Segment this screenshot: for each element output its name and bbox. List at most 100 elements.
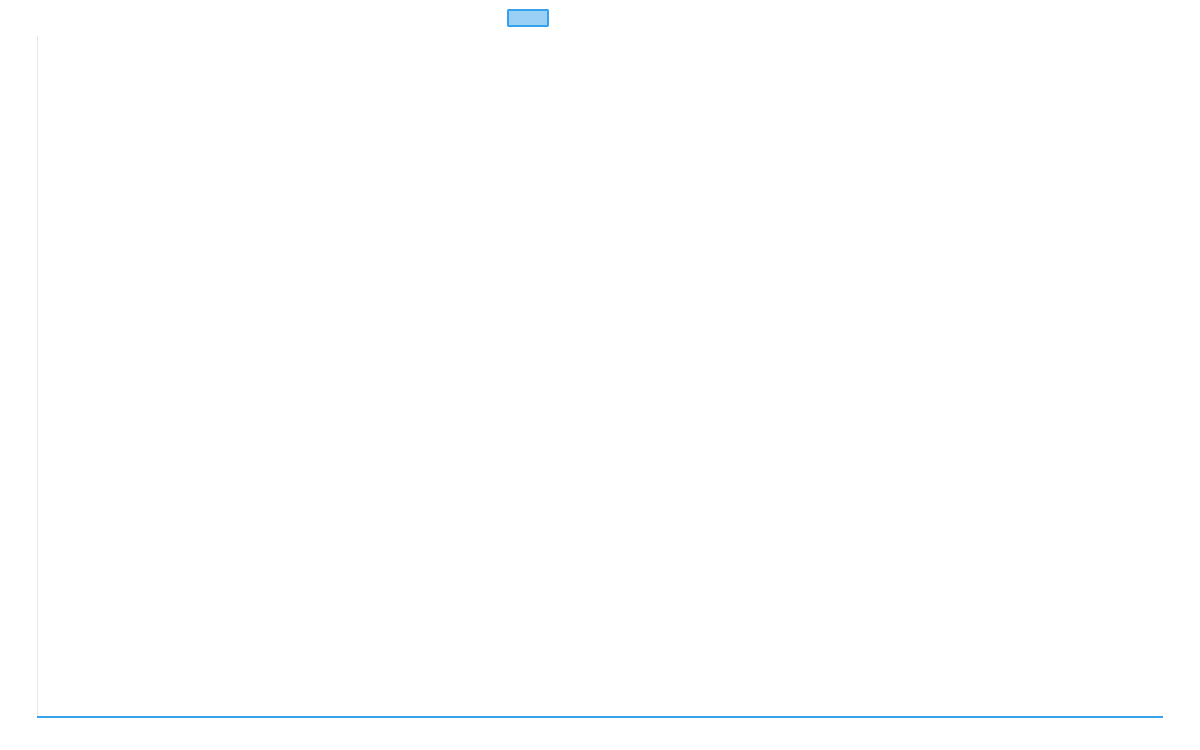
data-point — [605, 715, 609, 719]
data-point — [587, 715, 591, 719]
data-point — [154, 715, 158, 719]
data-point — [671, 715, 675, 719]
data-point — [976, 715, 980, 719]
data-point — [150, 715, 154, 719]
data-point — [1006, 715, 1010, 719]
data-point — [366, 715, 370, 719]
data-point — [234, 715, 238, 719]
data-point — [220, 715, 224, 719]
data-point — [1046, 715, 1050, 719]
data-point — [185, 715, 189, 719]
data-point — [1086, 715, 1090, 719]
data-point — [265, 715, 269, 719]
data-point — [485, 715, 489, 719]
data-point — [887, 715, 891, 719]
legend — [507, 9, 549, 27]
data-point — [719, 715, 723, 719]
data-point — [1095, 715, 1099, 719]
data-point — [446, 715, 450, 719]
data-point — [1099, 715, 1103, 719]
data-point — [596, 715, 600, 719]
data-point — [291, 715, 295, 719]
data-point — [583, 715, 587, 719]
data-point — [521, 715, 525, 719]
data-point — [384, 715, 388, 719]
data-point — [618, 715, 622, 719]
data-point — [424, 715, 428, 719]
data-point — [282, 715, 286, 719]
data-point — [927, 715, 931, 719]
data-point — [870, 715, 874, 719]
data-point — [432, 715, 436, 719]
data-point — [463, 715, 467, 719]
data-point — [207, 715, 211, 719]
data-point — [706, 715, 710, 719]
data-point — [477, 715, 481, 719]
data-point — [984, 715, 988, 719]
data-point — [998, 715, 1002, 719]
data-point — [914, 715, 918, 719]
data-point — [516, 715, 520, 719]
data-point — [1104, 715, 1108, 719]
data-point — [693, 715, 697, 719]
data-point — [379, 715, 383, 719]
data-point — [839, 715, 843, 719]
data-point — [534, 715, 538, 719]
data-point — [402, 715, 406, 719]
data-point — [190, 715, 194, 719]
data-point — [1042, 715, 1046, 719]
data-point — [1139, 715, 1143, 719]
data-point — [900, 715, 904, 719]
data-point — [613, 715, 617, 719]
data-point — [481, 715, 485, 719]
data-point — [309, 715, 313, 719]
data-point — [834, 715, 838, 719]
data-point — [543, 715, 547, 719]
data-point — [817, 715, 821, 719]
data-point — [304, 715, 308, 719]
data-point — [790, 715, 794, 719]
data-point — [1108, 715, 1112, 719]
data-point — [764, 715, 768, 719]
data-point — [260, 715, 264, 719]
data-point — [490, 715, 494, 719]
data-point — [640, 715, 644, 719]
data-point — [57, 715, 61, 719]
data-point — [733, 715, 737, 719]
data-point — [287, 715, 291, 719]
data-point — [176, 715, 180, 719]
data-point — [132, 715, 136, 719]
data-point — [44, 715, 48, 719]
data-point — [454, 715, 458, 719]
data-point — [556, 715, 560, 719]
data-point — [724, 715, 728, 719]
data-point — [1064, 715, 1068, 719]
data-point — [1020, 715, 1024, 719]
data-point — [296, 715, 300, 719]
data-point — [410, 715, 414, 719]
data-point — [1024, 715, 1028, 719]
data-point — [1121, 715, 1125, 719]
data-point — [353, 715, 357, 719]
data-point — [441, 715, 445, 719]
data-point — [326, 715, 330, 719]
data-point — [821, 715, 825, 719]
data-point — [1157, 715, 1161, 719]
data-point — [896, 715, 900, 719]
data-point — [627, 715, 631, 719]
data-point — [48, 715, 52, 719]
data-point — [689, 715, 693, 719]
data-point — [649, 715, 653, 719]
data-point — [229, 715, 233, 719]
data-point — [340, 715, 344, 719]
data-point — [494, 715, 498, 719]
data-point — [1082, 715, 1086, 719]
data-point — [940, 715, 944, 719]
data-point — [1152, 715, 1156, 719]
data-point — [251, 715, 255, 719]
data-point — [243, 715, 247, 719]
data-point — [909, 715, 913, 719]
data-point — [808, 715, 812, 719]
data-point — [1143, 715, 1147, 719]
